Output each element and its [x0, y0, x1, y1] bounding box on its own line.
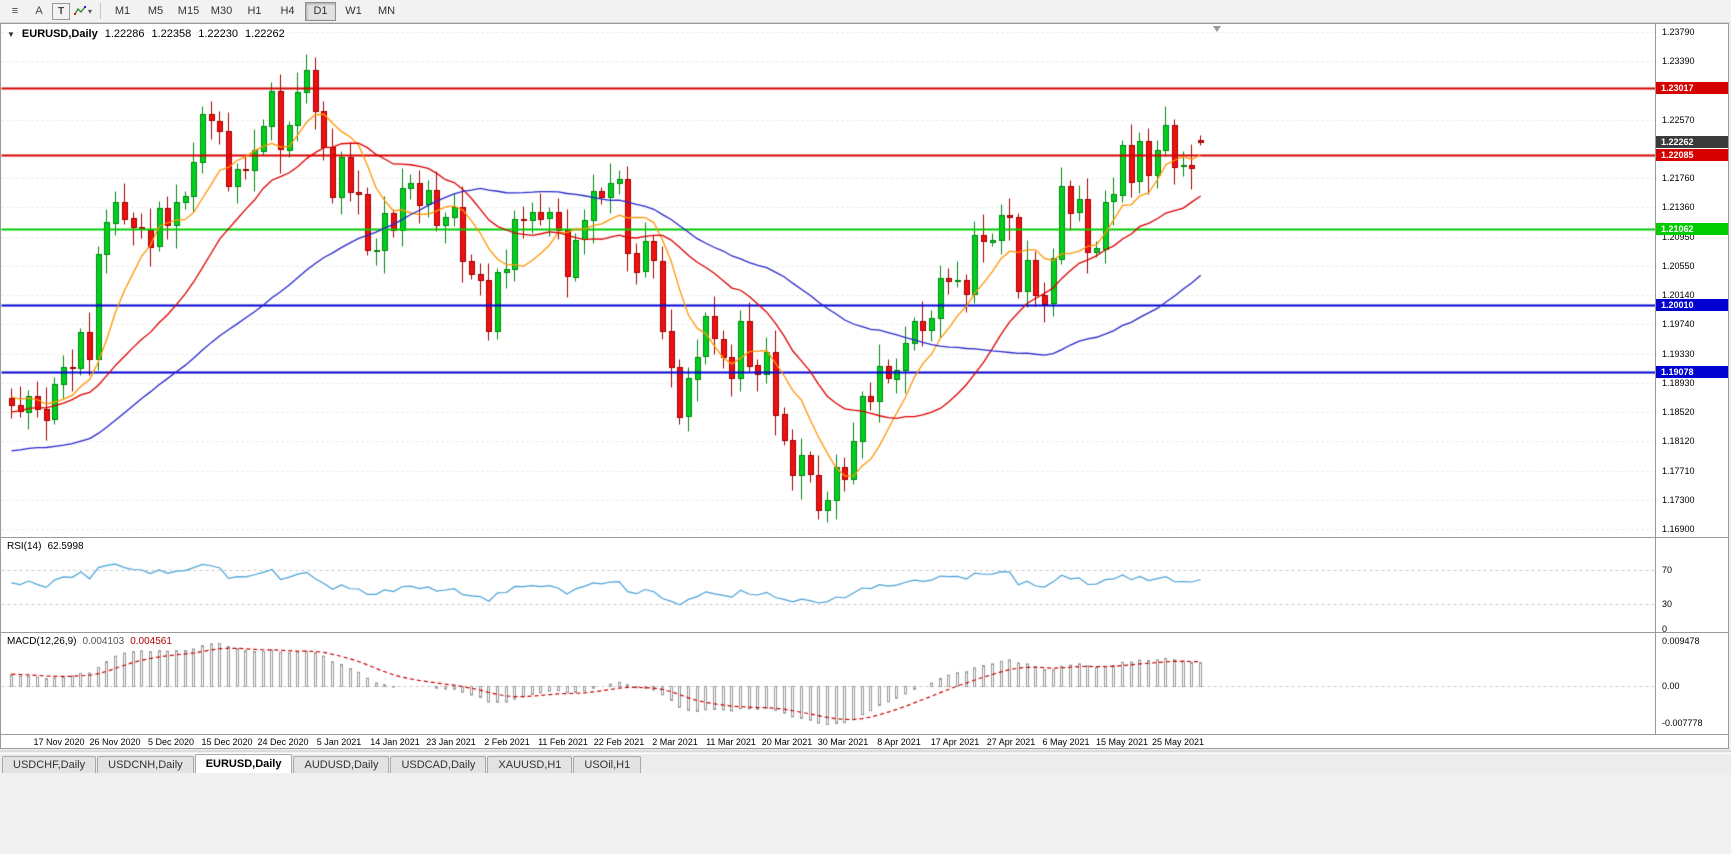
tick-chart-icon[interactable]: ≡ — [11, 5, 19, 17]
timeframe-button-d1[interactable]: D1 — [305, 1, 336, 21]
rsi-label: RSI(14) 62.5998 — [7, 541, 84, 552]
date-axis-label: 17 Apr 2021 — [930, 737, 980, 747]
chart-tab-audusd[interactable]: AUDUSD,Daily — [293, 756, 390, 773]
price-axis-label: 1.16900 — [1662, 524, 1695, 534]
chart-tab-usdchf[interactable]: USDCHF,Daily — [2, 756, 97, 773]
timeframe-button-m30[interactable]: M30 — [210, 5, 233, 17]
price-axis-label: 1.21760 — [1662, 173, 1695, 184]
date-axis-label: 5 Dec 2020 — [147, 737, 195, 747]
macd-label: MACD(12,26,9) 0.004103 0.004561 — [7, 636, 172, 647]
toolbar-separator — [100, 3, 101, 19]
chart-tab-eurusd[interactable]: EURUSD,Daily — [194, 754, 293, 773]
chart-tabs-bar: USDCHF,Daily USDCNH,Daily EURUSD,Daily AUDU… — [0, 753, 1731, 773]
date-axis-label: 5 Jan 2021 — [316, 737, 362, 747]
price-axis-label: 1.17710 — [1662, 465, 1695, 476]
macd-main-value: 0.004103 — [82, 636, 125, 647]
current-price-tag: 1.22262 — [1656, 136, 1728, 149]
price-axis-label: 1.22570 — [1662, 115, 1695, 125]
macd-pane-canvas[interactable] — [1, 633, 1655, 734]
date-axis-label: 27 Apr 2021 — [986, 737, 1036, 747]
toolbar: ≡ A T ▾ M1 M5 M15 M30 H1 H4 D1 W1 MN — [0, 0, 1731, 23]
date-axis-label: 11 Feb 2021 — [538, 737, 588, 747]
date-axis-label: 15 Dec 2020 — [201, 737, 253, 747]
hline-price-tag: 1.21062 — [1656, 222, 1728, 235]
date-axis-label: 30 Mar 2021 — [817, 737, 869, 747]
date-axis-label: 2 Feb 2021 — [484, 737, 530, 747]
date-axis-label: 14 Jan 2021 — [370, 737, 420, 747]
timeframe-button-h1[interactable]: H1 — [247, 5, 262, 17]
timeframe-button-m5[interactable]: M5 — [147, 5, 164, 17]
hline-price-tag: 1.19078 — [1656, 365, 1728, 378]
date-axis-label: 25 May 2021 — [1151, 737, 1205, 747]
macd-axis-label: 0.009478 — [1662, 635, 1700, 646]
ohlc-open-value: 1.22286 — [104, 28, 145, 40]
date-axis-label: 15 May 2021 — [1095, 737, 1149, 747]
date-axis-label: 22 Feb 2021 — [593, 737, 645, 747]
date-axis-label: 26 Nov 2020 — [89, 737, 141, 747]
pane-separator[interactable] — [1, 537, 1728, 538]
price-axis-label: 1.17300 — [1662, 495, 1695, 506]
date-axis-label: 11 Mar 2021 — [706, 737, 756, 747]
rsi-value: 62.5998 — [47, 541, 84, 552]
dropdown-arrow-icon: ▾ — [87, 6, 92, 16]
timeframe-button-w1[interactable]: W1 — [345, 5, 362, 17]
time-axis-separator — [1, 734, 1728, 735]
rsi-axis-label: 70 — [1662, 565, 1673, 576]
hline-price-tag: 1.20010 — [1656, 298, 1728, 311]
hline-price-tag: 1.22085 — [1656, 148, 1728, 161]
timeframe-button-m15[interactable]: M15 — [177, 5, 200, 17]
pane-separator[interactable] — [1, 632, 1728, 633]
macd-axis-label: -0.007778 — [1662, 717, 1703, 728]
horizontal-scrollbar[interactable] — [0, 750, 1731, 752]
price-axis-separator — [1655, 24, 1656, 734]
price-axis-label: 1.23790 — [1662, 27, 1695, 37]
chart-title: ▼ EURUSD,Daily 1.22286 1.22358 1.22230 1… — [7, 28, 285, 40]
timeframe-button-mn[interactable]: MN — [377, 5, 396, 17]
ohlc-low-value: 1.22230 — [198, 28, 239, 40]
rsi-name: RSI(14) — [7, 541, 42, 552]
price-axis-label: 1.18520 — [1662, 407, 1695, 418]
date-axis-label: 8 Apr 2021 — [877, 737, 921, 747]
text-tool-icon[interactable]: T — [52, 2, 70, 20]
macd-axis-label: 0.00 — [1662, 680, 1680, 691]
date-axis-label: 24 Dec 2020 — [257, 737, 309, 747]
price-axis-label: 1.23390 — [1662, 55, 1695, 66]
date-axis-label: 17 Nov 2020 — [33, 737, 85, 747]
chart-tab-usoil[interactable]: USOil,H1 — [573, 756, 642, 773]
date-axis-label: 20 Mar 2021 — [761, 737, 813, 747]
chart-tab-xauusd[interactable]: XAUUSD,H1 — [487, 756, 573, 773]
cursor-tool-icon[interactable]: A — [35, 5, 43, 17]
rsi-axis-label: 30 — [1662, 598, 1673, 609]
rsi-pane-canvas[interactable] — [1, 538, 1655, 631]
price-pane-canvas[interactable] — [1, 24, 1655, 537]
macd-signal-value: 0.004561 — [130, 636, 172, 647]
price-axis-label: 1.18120 — [1662, 435, 1695, 446]
hline-price-tag: 1.23017 — [1656, 81, 1728, 94]
rsi-axis-label: 0 — [1662, 624, 1668, 634]
price-axis-label: 1.20950 — [1662, 231, 1695, 242]
macd-name: MACD(12,26,9) — [7, 636, 77, 647]
chart-tab-usdcad[interactable]: USDCAD,Daily — [390, 756, 487, 773]
ohlc-close-value: 1.22262 — [245, 28, 285, 40]
price-axis-label: 1.19330 — [1662, 348, 1695, 359]
date-axis-label: 23 Jan 2021 — [426, 737, 476, 747]
price-axis-label: 1.18930 — [1662, 377, 1695, 388]
price-axis-label: 1.21360 — [1662, 202, 1695, 213]
chart-symbol-label: EURUSD,Daily — [21, 28, 98, 40]
chart-tab-usdcnh[interactable]: USDCNH,Daily — [97, 756, 194, 773]
chart-shift-marker-icon[interactable] — [1213, 26, 1221, 32]
date-axis-label: 2 Mar 2021 — [652, 737, 698, 747]
price-axis-label: 1.20550 — [1662, 260, 1695, 271]
chart-style-icon[interactable]: ▾ — [72, 1, 94, 21]
date-axis-label: 6 May 2021 — [1042, 737, 1090, 747]
timeframe-button-h4[interactable]: H4 — [280, 5, 295, 17]
price-axis-label: 1.19740 — [1662, 319, 1695, 330]
symbol-dropdown-icon[interactable]: ▼ — [7, 29, 15, 39]
price-axis-label: 1.20140 — [1662, 290, 1695, 301]
ohlc-high-value: 1.22358 — [151, 28, 192, 40]
chart-area: ▼ EURUSD,Daily 1.22286 1.22358 1.22230 1… — [0, 23, 1729, 749]
timeframe-button-m1[interactable]: M1 — [114, 5, 131, 17]
